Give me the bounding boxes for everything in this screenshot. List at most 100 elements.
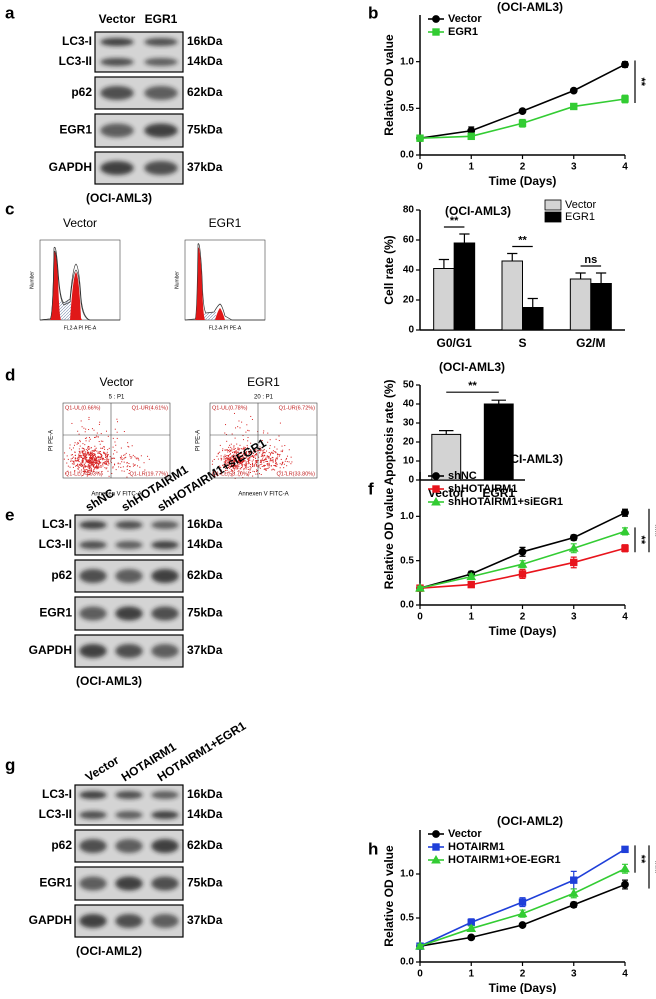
event-dot [276,458,278,460]
event-dot [234,466,236,468]
event-dot [233,446,235,448]
event-dot [276,465,278,467]
event-dot [123,431,125,433]
event-dot [109,456,111,458]
event-dot [112,437,114,439]
event-dot [277,453,279,455]
chart-title: (OCI-AML3) [497,0,563,14]
event-dot [116,431,118,433]
event-dot [115,469,117,471]
event-dot [253,464,255,466]
event-dot [100,465,102,467]
event-dot [88,418,90,420]
event-dot [252,459,254,461]
event-dot [228,464,230,466]
band [151,541,179,549]
event-dot [244,460,246,462]
event-dot [262,452,264,454]
event-dot [241,421,243,423]
event-dot [275,462,277,464]
band [79,811,107,819]
event-dot [232,460,234,462]
event-dot [102,461,104,463]
band [151,644,179,658]
event-dot [111,472,113,474]
marker [621,544,629,552]
event-dot [104,459,106,461]
event-dot [275,452,277,454]
panel-label: g [5,755,15,774]
event-dot [271,469,273,471]
event-dot [88,437,90,439]
event-dot [256,460,258,462]
event-dot [244,454,246,456]
event-dot [239,427,241,429]
event-dot [235,458,237,460]
event-dot [255,457,257,459]
event-dot [82,443,84,445]
event-dot [120,466,122,468]
event-dot [107,454,109,456]
band [151,876,179,891]
event-dot [269,447,271,449]
size-label: 62kDa [187,568,223,582]
protein-label: LC3-I [62,34,92,48]
y-tick-label: 40 [403,399,415,410]
event-dot [74,454,76,456]
event-dot [267,441,269,443]
event-dot [265,460,267,462]
event-dot [104,454,106,456]
event-dot [101,455,103,457]
event-dot [229,467,231,469]
x-tick-label: 4 [622,612,628,623]
event-dot [99,451,101,453]
event-dot [114,457,116,459]
event-dot [229,450,231,452]
legend-label: EGR1 [448,26,478,38]
band [115,606,143,621]
event-dot [279,422,281,424]
event-dot [247,468,249,470]
event-dot [243,446,245,448]
size-label: 37kDa [187,160,223,174]
event-dot [126,476,128,478]
y-axis-label: Relative OD value [382,845,396,947]
marker [416,134,424,142]
event-dot [85,458,87,460]
event-dot [238,449,240,451]
event-dot [74,458,76,460]
event-dot [79,451,81,453]
event-dot [87,445,89,447]
event-dot [89,462,91,464]
event-dot [87,471,89,473]
event-dot [235,459,237,461]
event-dot [103,446,105,448]
event-dot [91,460,93,462]
event-dot [92,465,94,467]
event-dot [237,465,239,467]
event-dot [232,467,234,469]
event-dot [93,466,95,468]
event-dot [250,453,252,455]
event-dot [75,459,77,461]
event-dot [96,467,98,469]
size-label: 37kDa [187,643,223,657]
event-dot [247,474,249,476]
event-dot [249,459,251,461]
event-dot [245,448,247,450]
event-dot [220,466,222,468]
marker [518,570,527,578]
event-dot [239,444,241,446]
event-dot [87,459,89,461]
event-dot [99,443,101,445]
event-dot [224,454,226,456]
event-dot [226,459,228,461]
event-dot [88,429,90,431]
marker [570,876,578,884]
protein-label: p62 [51,838,72,852]
event-dot [275,461,277,463]
event-dot [227,457,229,459]
event-dot [87,469,89,471]
bar [483,403,514,481]
event-dot [79,450,81,452]
